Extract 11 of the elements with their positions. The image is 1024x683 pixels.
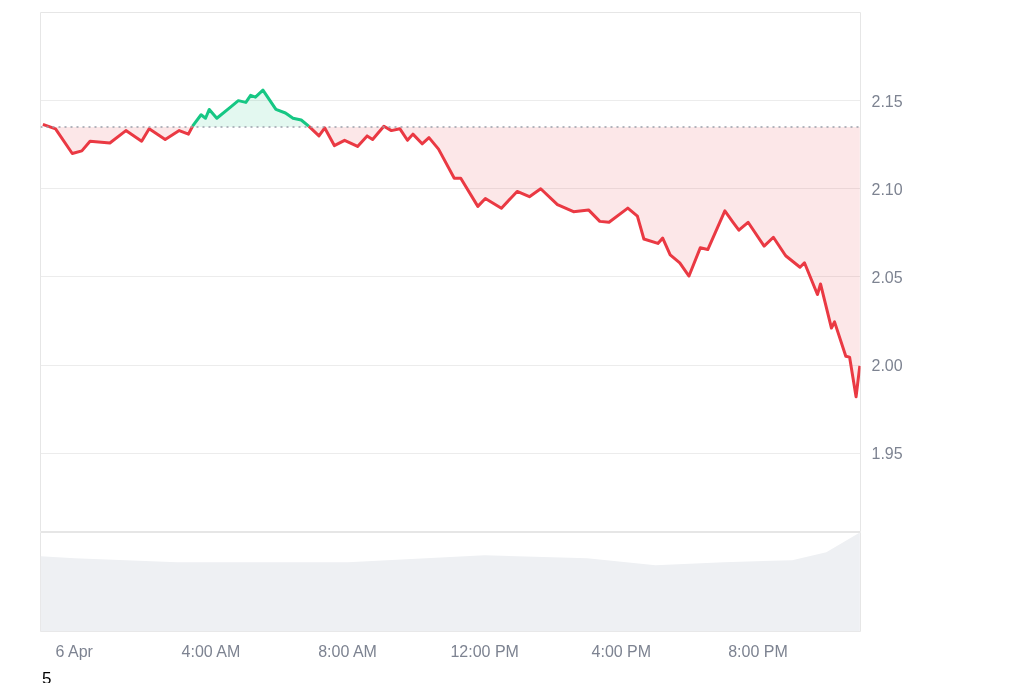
x-tick-label: 6 Apr [55,642,94,660]
y-tick-label: 2.10 [871,180,903,198]
x-tick-label: 4:00 AM [181,642,241,660]
y-tick-label: 2.15 [871,92,903,110]
x-tick-label: 12:00 PM [450,642,519,660]
x-tick-label: 4:00 PM [591,642,652,660]
y-tick-label: 2.00 [871,357,903,375]
y-tick-label: 2.05 [871,268,903,286]
x-tick-label: 8:00 AM [318,642,377,660]
y-tick-label: 1.95 [871,445,903,463]
x-tick-label: 8:00 PM [728,642,788,660]
